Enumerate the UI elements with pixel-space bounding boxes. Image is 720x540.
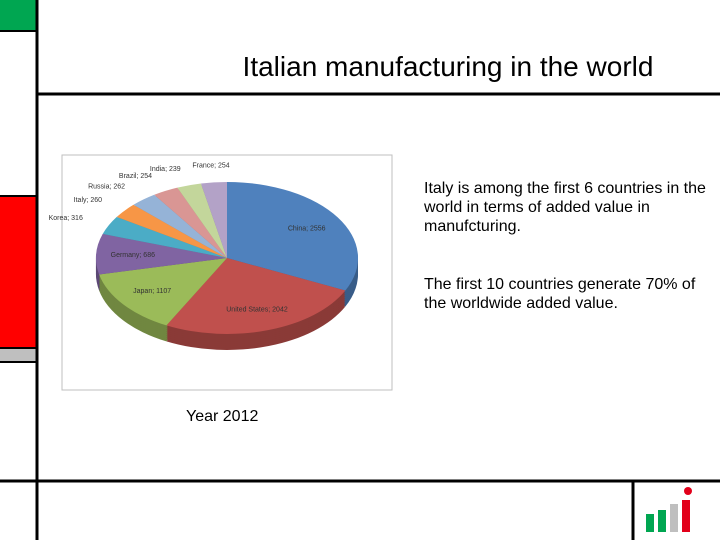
data-label: Germany; 686 <box>111 252 155 259</box>
slice <box>177 183 227 258</box>
caption: Year 2012 <box>186 408 258 425</box>
slice <box>166 258 346 334</box>
logo-bar <box>682 500 690 532</box>
slice <box>95 233 227 275</box>
paragraph: Italy is among the first 6 countries in … <box>424 180 706 235</box>
green-block <box>0 0 36 30</box>
logo-bar <box>670 504 678 532</box>
slice <box>200 182 227 258</box>
pie: China; 2556 United States; 2042 Japan; 110… <box>49 163 359 351</box>
logo-bar <box>658 510 666 532</box>
data-label: France; 254 <box>192 163 229 170</box>
logo <box>646 487 692 532</box>
slice <box>133 194 227 258</box>
data-label: China; 2556 <box>288 226 326 233</box>
data-label: Korea; 316 <box>49 215 83 222</box>
logo-bar <box>646 514 654 532</box>
data-label: United States; 2042 <box>226 307 288 314</box>
paragraph: The first 10 countries generate 70% of t… <box>424 276 696 312</box>
slice <box>102 216 227 258</box>
slice <box>227 182 359 291</box>
gray-block <box>0 349 36 361</box>
data-label: India; 239 <box>150 166 181 173</box>
slice <box>99 258 227 326</box>
data-label: Russia; 262 <box>88 183 125 190</box>
logo-dot <box>684 487 692 495</box>
data-label: Brazil; 254 <box>119 173 152 180</box>
data-label: Japan; 1107 <box>133 288 171 295</box>
red-block <box>0 197 36 347</box>
slice <box>154 187 227 258</box>
slice <box>116 204 227 258</box>
slide-title: Italian manufacturing in the world <box>243 51 654 82</box>
data-label: Italy; 260 <box>74 197 103 204</box>
